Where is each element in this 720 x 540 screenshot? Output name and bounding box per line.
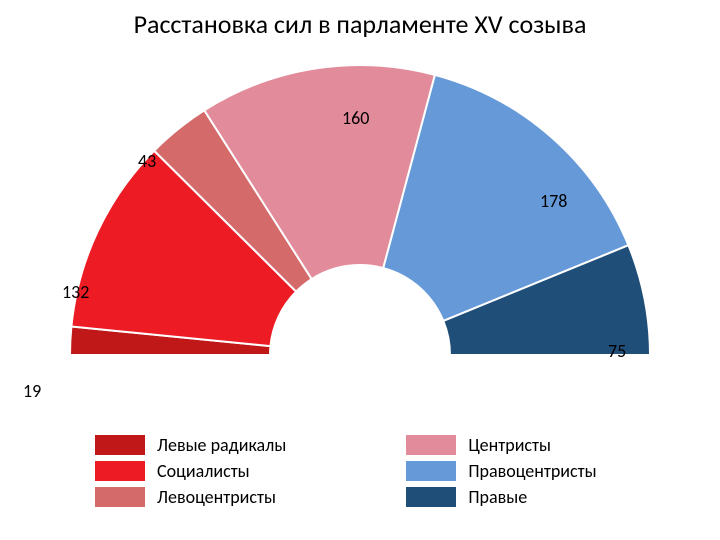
legend-item-right_centrists: Правоцентристы bbox=[406, 460, 596, 482]
legend-label-left_radicals: Левые радикалы bbox=[157, 434, 286, 456]
legend-swatch-right bbox=[406, 487, 456, 507]
seat-label-right_centrists: 178 bbox=[540, 190, 567, 212]
legend-item-left_radicals: Левые радикалы bbox=[95, 434, 286, 456]
legend-item-socialists: Социалисты bbox=[95, 460, 286, 482]
seat-label-left_radicals: 19 bbox=[23, 380, 41, 402]
legend: Левые радикалы Социалисты Левоцентристы Це… bbox=[95, 434, 660, 508]
legend-swatch-left_radicals bbox=[95, 435, 145, 455]
legend-label-right_centrists: Правоцентристы bbox=[468, 460, 596, 482]
legend-swatch-centrists bbox=[406, 435, 456, 455]
legend-col-right: Центристы Правоцентристы Правые bbox=[406, 434, 596, 508]
legend-label-left_centrists: Левоцентристы bbox=[157, 486, 276, 508]
page-title: Расстановка сил в парламенте XV созыва bbox=[0, 8, 720, 40]
legend-swatch-right_centrists bbox=[406, 461, 456, 481]
semicircle-svg bbox=[60, 55, 660, 355]
legend-label-centrists: Центристы bbox=[468, 434, 551, 456]
legend-swatch-left_centrists bbox=[95, 487, 145, 507]
legend-swatch-socialists bbox=[95, 461, 145, 481]
legend-col-left: Левые радикалы Социалисты Левоцентристы bbox=[95, 434, 286, 508]
legend-label-right: Правые bbox=[468, 486, 527, 508]
legend-item-centrists: Центристы bbox=[406, 434, 596, 456]
seat-label-right: 75 bbox=[608, 340, 626, 362]
seat-label-left_centrists: 43 bbox=[138, 150, 156, 172]
seat-label-centrists: 160 bbox=[342, 107, 369, 129]
legend-item-right: Правые bbox=[406, 486, 596, 508]
legend-label-socialists: Социалисты bbox=[157, 460, 250, 482]
legend-item-left_centrists: Левоцентристы bbox=[95, 486, 286, 508]
seat-label-socialists: 132 bbox=[62, 281, 89, 303]
parliament-chart bbox=[60, 55, 660, 355]
